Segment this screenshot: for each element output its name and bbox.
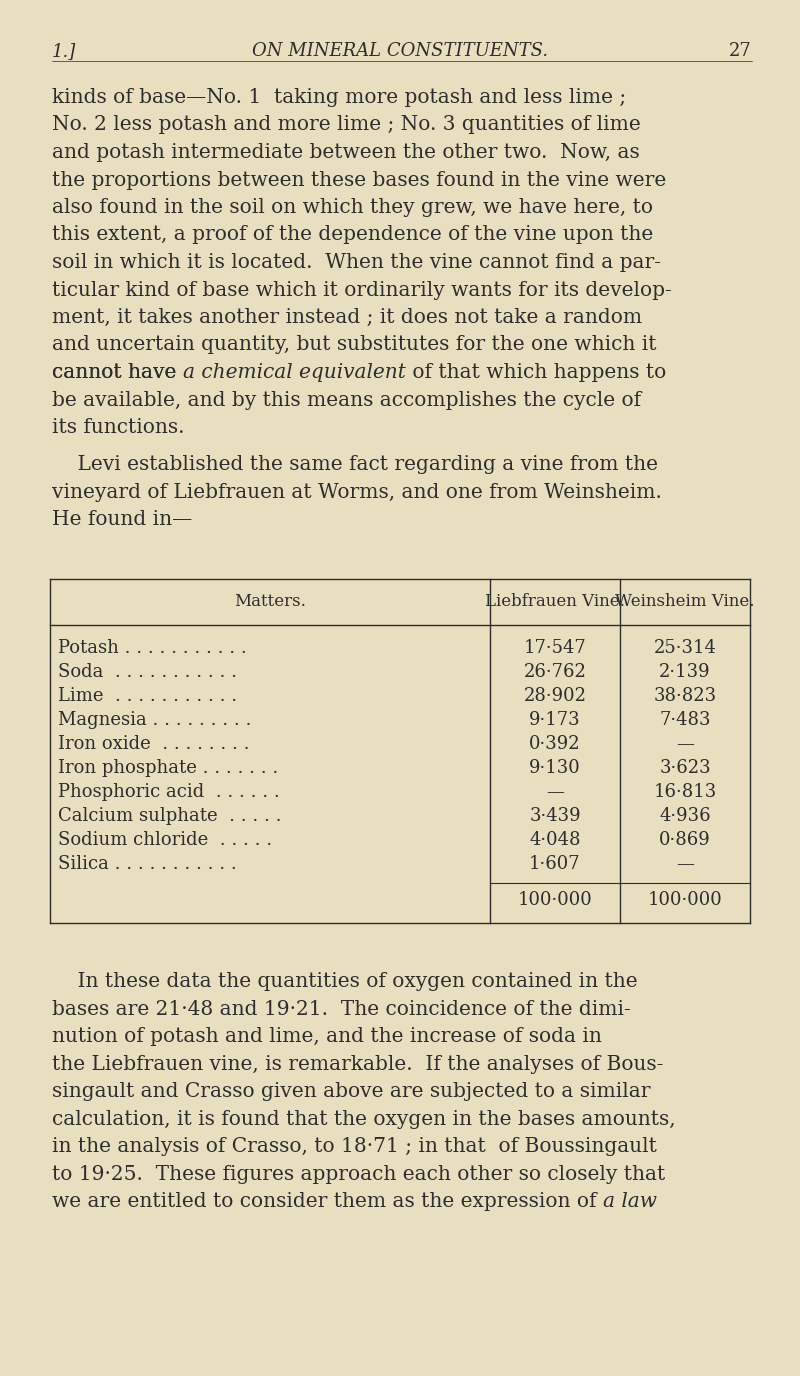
Text: Iron oxide  . . . . . . . .: Iron oxide . . . . . . . . xyxy=(58,735,250,753)
Text: 0·869: 0·869 xyxy=(659,831,711,849)
Text: Weinsheim Vine.: Weinsheim Vine. xyxy=(615,593,754,611)
Text: we are entitled to consider them as the expression of: we are entitled to consider them as the … xyxy=(52,1193,603,1211)
Text: also found in the soil on which they grew, we have here, to: also found in the soil on which they gre… xyxy=(52,198,653,217)
Text: 4·048: 4·048 xyxy=(530,831,581,849)
Text: 9·173: 9·173 xyxy=(529,711,581,729)
Text: of that which happens to: of that which happens to xyxy=(406,363,666,383)
Text: Liebfrauen Vine.: Liebfrauen Vine. xyxy=(485,593,625,611)
Text: singault and Crasso given above are subjected to a similar: singault and Crasso given above are subj… xyxy=(52,1083,650,1101)
Text: Silica . . . . . . . . . . .: Silica . . . . . . . . . . . xyxy=(58,854,237,872)
Text: to 19·25.  These figures approach each other so closely that: to 19·25. These figures approach each ot… xyxy=(52,1165,666,1183)
Text: vineyard of Liebfrauen at Worms, and one from Weinsheim.: vineyard of Liebfrauen at Worms, and one… xyxy=(52,483,662,502)
Text: 3·439: 3·439 xyxy=(529,806,581,824)
Text: a law: a law xyxy=(603,1193,657,1211)
Text: be available, and by this means accomplishes the cycle of: be available, and by this means accompli… xyxy=(52,391,641,410)
Text: No. 2 less potash and more lime ; No. 3 quantities of lime: No. 2 less potash and more lime ; No. 3 … xyxy=(52,116,641,135)
Text: 7·483: 7·483 xyxy=(659,711,710,729)
Text: this extent, a proof of the dependence of the vine upon the: this extent, a proof of the dependence o… xyxy=(52,226,654,245)
Text: 26·762: 26·762 xyxy=(523,663,586,681)
Text: 0·392: 0·392 xyxy=(529,735,581,753)
Text: bases are 21·48 and 19·21.  The coincidence of the dimi-: bases are 21·48 and 19·21. The coinciden… xyxy=(52,1000,630,1018)
Text: kinds of base—No. 1  taking more potash and less lime ;: kinds of base—No. 1 taking more potash a… xyxy=(52,88,626,107)
Text: 2·139: 2·139 xyxy=(659,663,711,681)
Text: 100·000: 100·000 xyxy=(518,890,592,910)
Text: 16·813: 16·813 xyxy=(654,783,717,801)
Text: Potash . . . . . . . . . . .: Potash . . . . . . . . . . . xyxy=(58,638,246,656)
Text: Magnesia . . . . . . . . .: Magnesia . . . . . . . . . xyxy=(58,711,251,729)
Text: —: — xyxy=(676,854,694,872)
Text: a chemical equivalent: a chemical equivalent xyxy=(182,363,406,383)
Text: 27: 27 xyxy=(730,43,752,61)
Text: 17·547: 17·547 xyxy=(524,638,586,656)
Text: 9·130: 9·130 xyxy=(529,760,581,777)
Text: Levi established the same fact regarding a vine from the: Levi established the same fact regarding… xyxy=(52,455,658,475)
Text: In these data the quantities of oxygen contained in the: In these data the quantities of oxygen c… xyxy=(52,973,638,991)
Text: calculation, it is found that the oxygen in the bases amounts,: calculation, it is found that the oxygen… xyxy=(52,1110,676,1128)
Text: the proportions between these bases found in the vine were: the proportions between these bases foun… xyxy=(52,171,666,190)
Text: 1·607: 1·607 xyxy=(529,854,581,872)
Text: —: — xyxy=(676,735,694,753)
Text: 25·314: 25·314 xyxy=(654,638,717,656)
Text: ment, it takes another instead ; it does not take a random: ment, it takes another instead ; it does… xyxy=(52,308,642,327)
Text: the Liebfrauen vine, is remarkable.  If the analyses of Bous-: the Liebfrauen vine, is remarkable. If t… xyxy=(52,1055,663,1073)
Text: in the analysis of Crasso, to 18·71 ; in that  of Boussingault: in the analysis of Crasso, to 18·71 ; in… xyxy=(52,1138,657,1156)
Text: —: — xyxy=(546,783,564,801)
Text: 1.]: 1.] xyxy=(52,43,76,61)
Text: 28·902: 28·902 xyxy=(523,687,586,705)
Text: its functions.: its functions. xyxy=(52,418,185,438)
Text: soil in which it is located.  When the vine cannot find a par-: soil in which it is located. When the vi… xyxy=(52,253,661,272)
Text: Iron phosphate . . . . . . .: Iron phosphate . . . . . . . xyxy=(58,760,278,777)
Text: 3·623: 3·623 xyxy=(659,760,711,777)
Text: cannot have: cannot have xyxy=(52,363,182,383)
Text: 4·936: 4·936 xyxy=(659,806,711,824)
Text: cannot have: cannot have xyxy=(52,363,182,383)
Text: Phosphoric acid  . . . . . .: Phosphoric acid . . . . . . xyxy=(58,783,280,801)
Text: Matters.: Matters. xyxy=(234,593,306,611)
Text: 100·000: 100·000 xyxy=(648,890,722,910)
Text: and uncertain quantity, but substitutes for the one which it: and uncertain quantity, but substitutes … xyxy=(52,336,657,355)
Text: nution of potash and lime, and the increase of soda in: nution of potash and lime, and the incre… xyxy=(52,1028,602,1046)
Text: ON MINERAL CONSTITUENTS.: ON MINERAL CONSTITUENTS. xyxy=(252,43,548,61)
Text: 38·823: 38·823 xyxy=(654,687,717,705)
Text: He found in—: He found in— xyxy=(52,510,192,530)
Text: Sodium chloride  . . . . .: Sodium chloride . . . . . xyxy=(58,831,272,849)
Text: Lime  . . . . . . . . . . .: Lime . . . . . . . . . . . xyxy=(58,687,237,705)
Text: Soda  . . . . . . . . . . .: Soda . . . . . . . . . . . xyxy=(58,663,237,681)
Text: and potash intermediate between the other two.  Now, as: and potash intermediate between the othe… xyxy=(52,143,640,162)
Text: ticular kind of base which it ordinarily wants for its develop-: ticular kind of base which it ordinarily… xyxy=(52,281,672,300)
Text: Calcium sulphate  . . . . .: Calcium sulphate . . . . . xyxy=(58,806,282,824)
